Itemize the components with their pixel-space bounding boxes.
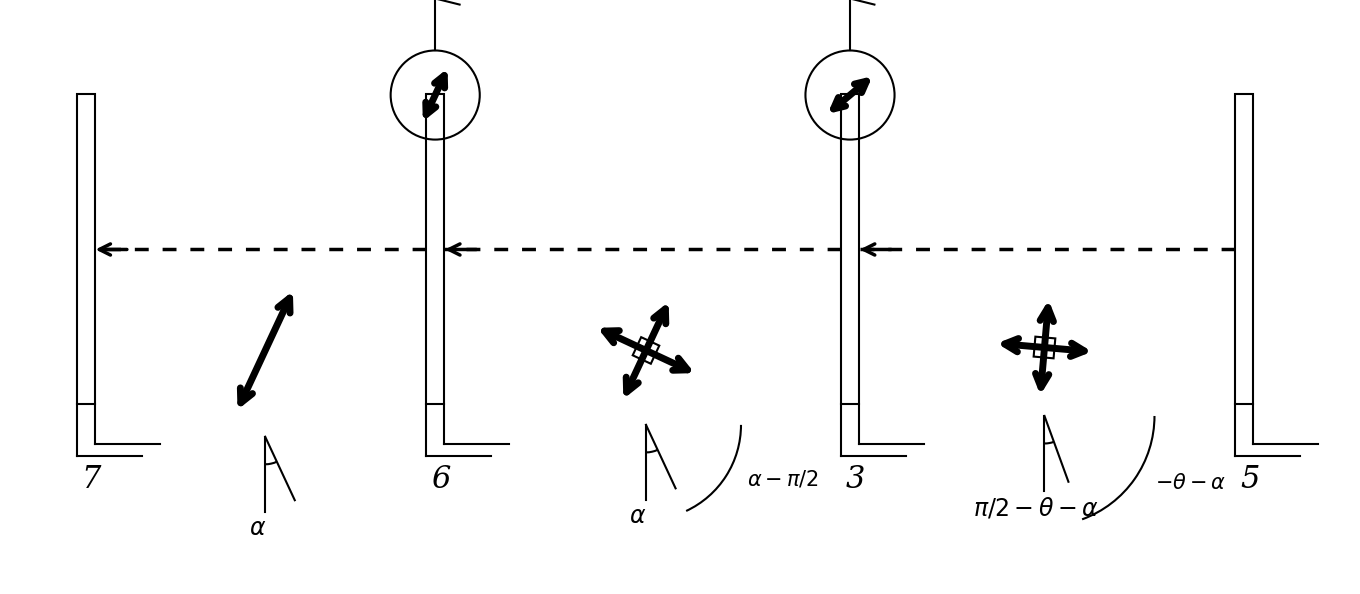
Bar xyxy=(1235,94,1254,405)
Text: $\pi/2-\theta-\alpha$: $\pi/2-\theta-\alpha$ xyxy=(974,496,1099,521)
Text: 6: 6 xyxy=(431,465,450,495)
Text: 3: 3 xyxy=(846,465,865,495)
Bar xyxy=(840,94,860,405)
Text: $\alpha$: $\alpha$ xyxy=(630,505,646,528)
Bar xyxy=(76,94,95,405)
Text: $\alpha-\pi/2$: $\alpha-\pi/2$ xyxy=(747,469,819,489)
Polygon shape xyxy=(632,337,660,364)
Text: $-\theta-\alpha$: $-\theta-\alpha$ xyxy=(1155,473,1227,492)
Text: 5: 5 xyxy=(1240,465,1259,495)
Bar xyxy=(426,94,445,405)
Text: $\alpha$: $\alpha$ xyxy=(249,517,265,540)
Polygon shape xyxy=(1034,337,1055,358)
Text: 7: 7 xyxy=(82,465,101,495)
